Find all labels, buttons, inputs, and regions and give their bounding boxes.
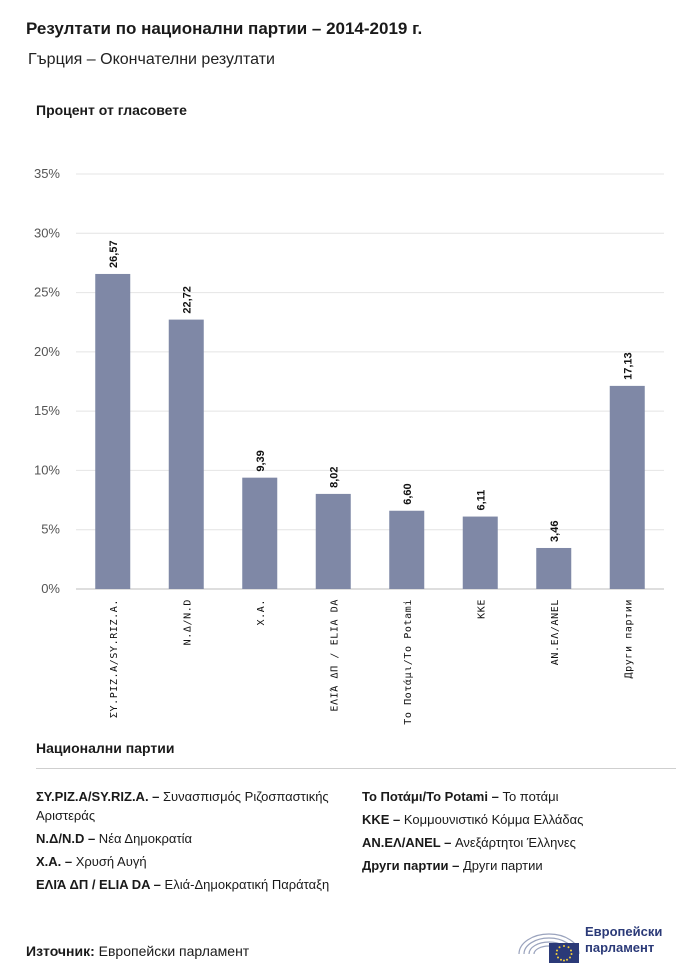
legend-item-right-0: Το Ποτάμι/To Potami – Το ποτάμι: [362, 787, 682, 806]
legend-abbr: ΣΥ.ΡΙΖ.Α/SY.RIZ.A. –: [36, 789, 160, 804]
bar: [95, 273, 131, 589]
bar: [168, 319, 204, 589]
y-tick-label: 10%: [34, 462, 60, 477]
legend-abbr: Ν.Δ/N.D –: [36, 831, 96, 846]
legend-divider: [36, 768, 676, 769]
legend-item-left-2: Χ.Α. – Χρυσή Αυγή: [36, 852, 356, 871]
bar: [389, 510, 425, 589]
x-tick-label: Други партии: [623, 599, 634, 678]
source-label: Източник:: [26, 943, 95, 959]
logo-text: Европейски парламент: [585, 924, 662, 956]
legend-name: Νέα Δημοκρατία: [95, 831, 192, 846]
bar: [242, 477, 278, 589]
data-label: 6,11: [475, 490, 487, 511]
y-tick-label: 15%: [34, 403, 60, 418]
legend-abbr: KKE –: [362, 812, 401, 827]
bar: [536, 547, 572, 589]
legend-item-left-0: ΣΥ.ΡΙΖ.Α/SY.RIZ.A. – Συνασπισμός Ριζοσπα…: [36, 787, 356, 825]
data-label: 9,39: [255, 450, 267, 471]
y-tick-label: 5%: [41, 522, 60, 537]
legend-name: Ελιά-Δημοκρατική Παράταξη: [160, 877, 330, 892]
x-tick-label: ΕΛΙΆ ΔΠ / ELIA DA: [328, 599, 340, 712]
legend-column-right: Το Ποτάμι/To Potami – Το ποτάμι KKE – Κομ…: [362, 787, 682, 879]
bar: [609, 385, 645, 589]
legend-abbr: Χ.Α. –: [36, 854, 73, 869]
data-label: 26,57: [108, 240, 120, 268]
x-tick-label: Ν.Δ/N.D: [182, 599, 193, 645]
legend-item-right-2: ΑΝ.ΕΛ/ANEL – Ανεξάρτητοι Έλληνες: [362, 833, 682, 852]
ep-logo: Европейски парламент: [515, 916, 685, 966]
parliament-hemicycle-icon: [518, 933, 580, 963]
legend-title: Национални партии: [36, 740, 175, 756]
logo-line-2: парламент: [585, 940, 655, 955]
legend-name: Χρυσή Αυγή: [72, 854, 147, 869]
legend-item-left-1: Ν.Δ/N.D – Νέα Δημοκρατία: [36, 829, 356, 848]
page-title: Резултати по национални партии – 2014-20…: [26, 19, 423, 38]
data-label: 17,13: [622, 352, 634, 380]
data-label: 6,60: [402, 483, 414, 504]
legend-name: Συνασπισμός Ριζοσπαστικής Αριστεράς: [36, 789, 329, 823]
source-note: Източник: Европейски парламент: [26, 943, 249, 959]
legend-name: Κομμουνιστικό Κόμμα Ελλάδας: [400, 812, 584, 827]
legend-column-left: ΣΥ.ΡΙΖ.Α/SY.RIZ.A. – Συνασπισμός Ριζοσπα…: [36, 787, 356, 898]
legend-abbr: Το Ποτάμι/To Potami –: [362, 789, 499, 804]
y-tick-label: 35%: [34, 166, 60, 181]
legend-name: Ανεξάρτητοι Έλληνες: [451, 835, 576, 850]
legend-item-right-3: Други партии – Други партии: [362, 856, 682, 875]
y-tick-label: 0%: [41, 581, 60, 596]
data-label: 3,46: [549, 521, 561, 542]
source-value: Европейски парламент: [98, 943, 250, 959]
data-label: 22,72: [181, 286, 193, 314]
y-tick-label: 25%: [34, 285, 60, 300]
legend-item-right-1: KKE – Κομμουνιστικό Κόμμα Ελλάδας: [362, 810, 682, 829]
bar-chart: 0% 5% 10% 15% 20% 25% 30% 35% 26,57 ΣΥ.ΡΙΖ.Α/SY.R…: [34, 166, 664, 725]
page-subtitle: Гърция – Окончателни резултати: [28, 51, 275, 68]
logo-line-1: Европейски: [585, 924, 663, 939]
y-tick-label: 20%: [34, 344, 60, 359]
legend-name: Το ποτάμι: [498, 789, 559, 804]
x-tick-label: ΣΥ.ΡΙΖ.Α/SY.RIZ.A.: [109, 599, 120, 718]
bar: [462, 516, 498, 589]
legend-abbr: ΕΛΙΆ ΔΠ / ELIA DA –: [36, 877, 161, 892]
x-tick-label: ΑΝ.ΕΛ/ANEL: [550, 599, 561, 665]
x-tick-label: KKE: [476, 599, 487, 619]
legend-name: Други партии: [459, 858, 543, 873]
y-axis-label: Процент от гласовете: [36, 102, 187, 118]
y-tick-label: 30%: [34, 225, 60, 240]
legend-abbr: ΑΝ.ΕΛ/ANEL –: [362, 835, 452, 850]
x-tick-label: Χ.Α.: [256, 599, 267, 625]
bar: [315, 493, 351, 589]
legend-item-left-3: ΕΛΙΆ ΔΠ / ELIA DA – Ελιά-Δημοκρατική Παρ…: [36, 875, 356, 894]
x-tick-label: Το Ποτάμι/To Potami: [402, 599, 414, 725]
data-label: 8,02: [328, 466, 340, 487]
legend-abbr: Други партии –: [362, 858, 460, 873]
